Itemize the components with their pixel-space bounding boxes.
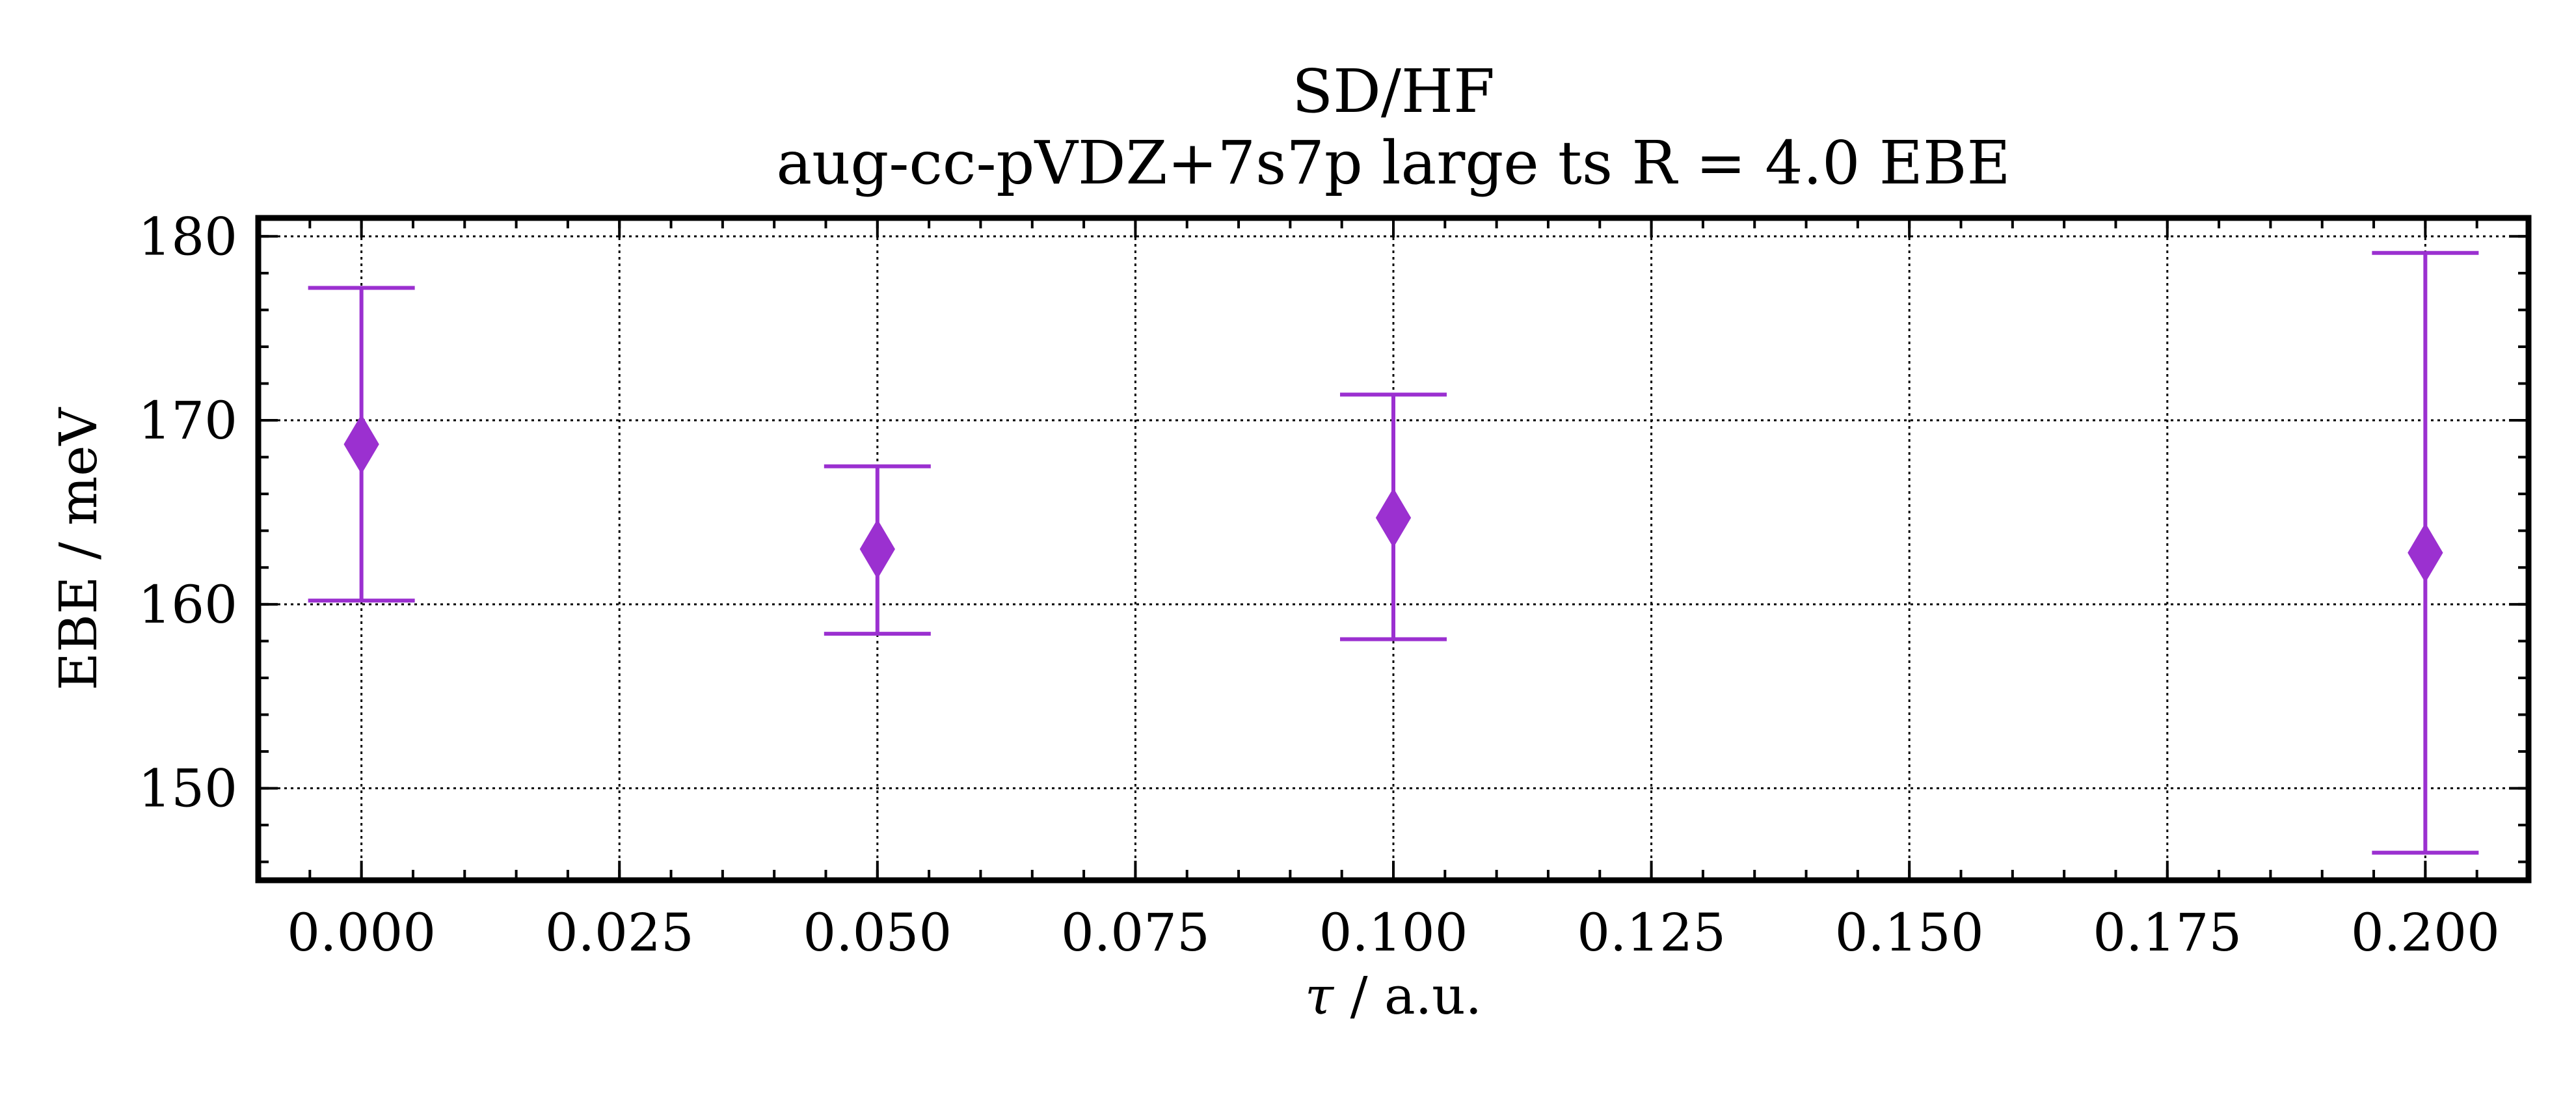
chart-subtitle: aug-cc-pVDZ+7s7p large ts R = 4.0 EBE <box>776 128 2010 198</box>
data-point <box>859 519 895 579</box>
x-tick-label: 0.200 <box>2351 902 2500 963</box>
y-tick-label: 170 <box>138 390 237 451</box>
data-marks <box>308 250 2479 855</box>
x-tick-label: 0.000 <box>287 902 436 963</box>
y-tick-label: 160 <box>138 574 237 635</box>
x-tick-label: 0.175 <box>2093 902 2242 963</box>
x-tick-label: 0.050 <box>803 902 952 963</box>
chart-title: SD/HF <box>1292 57 1495 126</box>
y-tick-labels: 150 160 170 180 <box>138 206 237 818</box>
plot-frame <box>255 215 2532 884</box>
x-tick-label: 0.025 <box>545 902 694 963</box>
x-tick-label: 0.075 <box>1061 902 1210 963</box>
x-tick-label: 0.125 <box>1577 902 1726 963</box>
data-point <box>2408 522 2443 583</box>
y-tick-label: 180 <box>138 206 237 267</box>
y-axis-label: EBE / meV <box>48 407 109 691</box>
data-point <box>343 414 379 474</box>
x-tick-label: 0.150 <box>1835 902 1984 963</box>
data-point <box>1375 487 1412 548</box>
x-tick-labels: 0.000 0.025 0.050 0.075 0.100 0.125 0.150 0.175… <box>287 902 2500 963</box>
x-tick-label: 0.100 <box>1319 902 1468 963</box>
y-tick-label: 150 <box>138 759 237 819</box>
grid <box>258 218 2529 880</box>
x-axis-label: τ / a.u. <box>1305 965 1482 1026</box>
